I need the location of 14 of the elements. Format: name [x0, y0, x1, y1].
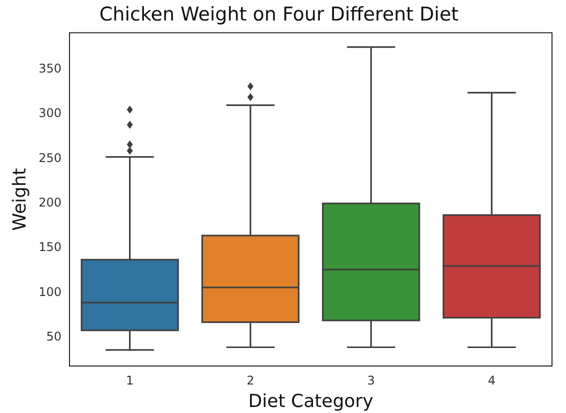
chart-title: Chicken Weight on Four Different Diet [99, 3, 459, 26]
x-tick-label: 3 [367, 373, 375, 388]
x-axis-title: Diet Category [248, 390, 374, 412]
y-tick-label: 300 [38, 106, 62, 120]
y-tick-label: 100 [38, 284, 62, 299]
x-tick-label: 2 [246, 373, 254, 388]
x-tick-label: 1 [126, 373, 134, 388]
y-tick-label: 200 [38, 196, 62, 210]
y-tick-label: 50 [46, 330, 62, 344]
x-tick-label: 4 [488, 373, 496, 388]
y-axis-title: Weight [9, 168, 30, 231]
y-tick-label: 150 [38, 240, 62, 254]
y-tick-label: 250 [38, 150, 62, 165]
y-tick-label: 350 [38, 62, 62, 76]
